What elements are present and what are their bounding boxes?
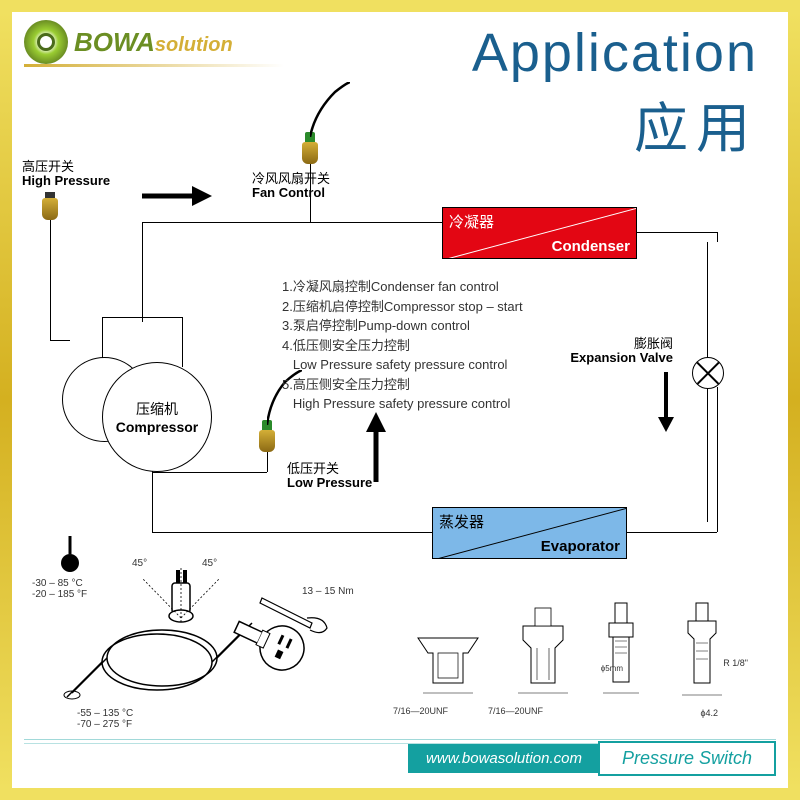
dim-spec-1: ϕ5mm	[601, 664, 623, 673]
compressor-circle-main: 压缩机 Compressor	[102, 362, 212, 472]
condenser-label-en: Condenser	[552, 238, 630, 255]
title-english: Application	[472, 22, 758, 84]
up-arrow-icon	[362, 412, 390, 482]
content-area: BOWAsolution Application 应用 冷凝器 Condense…	[12, 12, 788, 788]
circuit-line	[102, 317, 182, 318]
fan-control-sensor-icon	[302, 132, 318, 164]
title-chinese: 应用	[472, 84, 758, 163]
circuit-line	[182, 317, 183, 367]
circuit-line	[50, 340, 70, 341]
dim-spec-2: R 1/8"	[723, 658, 748, 668]
circuit-line	[142, 222, 442, 223]
circuit-line	[50, 220, 51, 340]
logo-suffix: solution	[155, 34, 233, 56]
sensor-wire-icon	[310, 82, 350, 137]
compressor-label-en: Compressor	[116, 419, 198, 435]
expansion-valve-icon	[692, 357, 724, 389]
function-list: 1.冷凝风扇控制Condenser fan control 2.压缩机启停控制C…	[282, 277, 612, 414]
function-item: 2.压缩机启停控制Compressor stop – start	[282, 297, 612, 317]
circuit-line	[637, 232, 717, 233]
temp-spec-1: -30 – 85 °C -20 – 185 °F	[32, 578, 87, 600]
page-title: Application 应用	[472, 22, 758, 163]
refrigeration-circuit-diagram: 冷凝器 Condenser 蒸发器 Evaporator 压缩机 Compres…	[32, 162, 768, 582]
circuit-line	[267, 452, 268, 472]
logo: BOWAsolution	[24, 20, 233, 64]
circuit-line	[717, 387, 718, 527]
low-pressure-label: 低压开关 Low Pressure	[287, 462, 372, 491]
low-pressure-sensor-icon	[259, 420, 275, 452]
product-name: Pressure Switch	[598, 741, 776, 776]
temp-spec-2: -55 – 135 °C -70 – 275 °F	[77, 708, 133, 730]
fan-control-label: 冷风风扇开关 Fan Control	[252, 172, 330, 201]
logo-underline	[24, 64, 284, 67]
torque-spec: 13 – 15 Nm	[302, 586, 354, 597]
website-url: www.bowasolution.com	[408, 744, 600, 773]
thread-spec-1: 7/16—20UNF	[393, 706, 448, 716]
condenser-label-cn: 冷凝器	[449, 211, 494, 232]
angle-spec-1: 45°	[132, 558, 147, 569]
condenser-box: 冷凝器 Condenser	[442, 207, 637, 259]
function-item: 4.低压侧安全压力控制 Low Pressure safety pressure…	[282, 336, 612, 375]
function-item: 3.泵启停控制Pump-down control	[282, 316, 612, 336]
thread-spec-2: 7/16—20UNF	[488, 706, 543, 716]
right-arrow-icon	[142, 182, 212, 210]
circuit-line	[310, 164, 311, 222]
circuit-line	[142, 222, 143, 322]
down-arrow-icon	[656, 372, 676, 432]
angle-spec-2: 45°	[202, 558, 217, 569]
high-pressure-sensor-icon	[42, 192, 58, 220]
logo-circle-icon	[24, 20, 68, 64]
logo-text: BOWAsolution	[74, 27, 233, 58]
footer: www.bowasolution.com Pressure Switch	[408, 740, 776, 776]
circuit-line	[152, 472, 267, 473]
function-item: 1.冷凝风扇控制Condenser fan control	[282, 277, 612, 297]
high-pressure-label: 高压开关 High Pressure	[22, 160, 110, 189]
dim-spec-3: ϕ4.2	[700, 708, 718, 718]
function-item: 5.高压侧安全压力控制 High Pressure safety pressur…	[282, 375, 612, 414]
circuit-line	[717, 232, 718, 242]
technical-drawings: -30 – 85 °C -20 – 185 °F -55 – 135 °C -7…	[32, 528, 768, 728]
compressor-label-cn: 压缩机	[136, 399, 178, 419]
logo-brand: BOWA	[74, 27, 155, 57]
